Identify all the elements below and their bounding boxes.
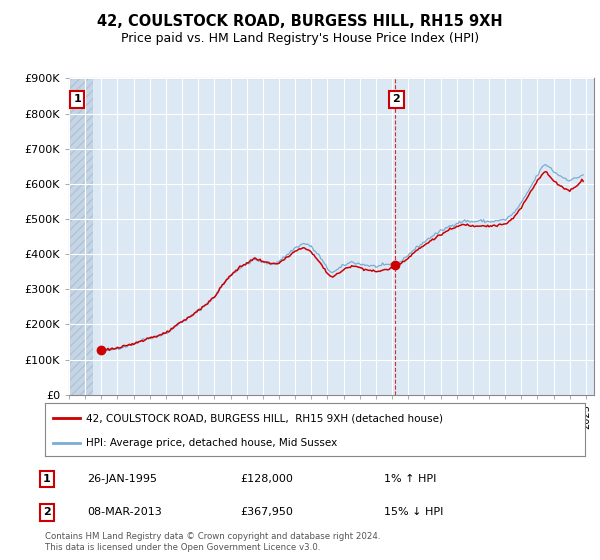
Text: Contains HM Land Registry data © Crown copyright and database right 2024.: Contains HM Land Registry data © Crown c… [45, 532, 380, 541]
Text: 1% ↑ HPI: 1% ↑ HPI [384, 474, 436, 484]
Text: £367,950: £367,950 [240, 507, 293, 517]
Text: 1: 1 [73, 95, 81, 105]
Text: 42, COULSTOCK ROAD, BURGESS HILL, RH15 9XH: 42, COULSTOCK ROAD, BURGESS HILL, RH15 9… [97, 14, 503, 29]
Text: 1: 1 [43, 474, 50, 484]
Text: 2: 2 [43, 507, 50, 517]
Text: 2: 2 [392, 95, 400, 105]
Text: £128,000: £128,000 [240, 474, 293, 484]
Text: HPI: Average price, detached house, Mid Sussex: HPI: Average price, detached house, Mid … [86, 438, 337, 448]
Text: 15% ↓ HPI: 15% ↓ HPI [384, 507, 443, 517]
Text: 08-MAR-2013: 08-MAR-2013 [87, 507, 162, 517]
Bar [69, 78, 93, 395]
Text: Price paid vs. HM Land Registry's House Price Index (HPI): Price paid vs. HM Land Registry's House … [121, 32, 479, 45]
Text: 42, COULSTOCK ROAD, BURGESS HILL,  RH15 9XH (detached house): 42, COULSTOCK ROAD, BURGESS HILL, RH15 9… [86, 413, 443, 423]
Text: This data is licensed under the Open Government Licence v3.0.: This data is licensed under the Open Gov… [45, 543, 320, 552]
Text: 26-JAN-1995: 26-JAN-1995 [87, 474, 157, 484]
